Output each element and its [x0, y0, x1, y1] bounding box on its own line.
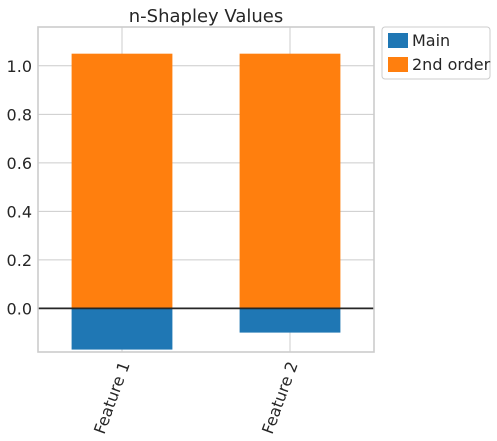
y-tick-label: 0.8	[7, 105, 32, 124]
x-axis: Feature 1 Feature 2	[90, 359, 302, 437]
x-tick-label: Feature 1	[90, 359, 134, 437]
x-tick-group: Feature 2	[258, 359, 302, 437]
bar-main-2	[239, 308, 341, 333]
y-tick-label: 0.4	[7, 202, 32, 221]
x-tick-label: Feature 2	[258, 359, 302, 437]
bar-2nd-order-2	[239, 53, 341, 309]
plot-frame	[37, 26, 375, 353]
bar-main-1	[71, 308, 173, 350]
chart-title: n-Shapley Values	[129, 6, 283, 27]
legend-label-2nd-order: 2nd order	[412, 55, 491, 74]
y-tick-label: 0.0	[7, 299, 32, 318]
legend-swatch-2nd-order	[388, 57, 408, 72]
y-tick-label: 0.6	[7, 154, 32, 173]
legend-swatch-main	[388, 33, 408, 48]
bars	[71, 53, 341, 350]
legend-box	[381, 26, 491, 80]
bar-2nd-order-1	[71, 53, 173, 309]
y-axis: 0.0 0.2 0.4 0.6 0.8 1.0	[7, 57, 32, 319]
y-tick-label: 1.0	[7, 57, 32, 76]
x-tick-group: Feature 1	[90, 359, 134, 437]
legend-label-main: Main	[412, 31, 450, 50]
legend: Main 2nd order	[381, 26, 491, 80]
y-tick-label: 0.2	[7, 251, 32, 270]
